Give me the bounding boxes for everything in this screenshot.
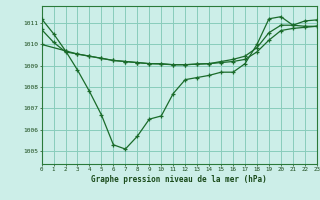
X-axis label: Graphe pression niveau de la mer (hPa): Graphe pression niveau de la mer (hPa) (91, 175, 267, 184)
